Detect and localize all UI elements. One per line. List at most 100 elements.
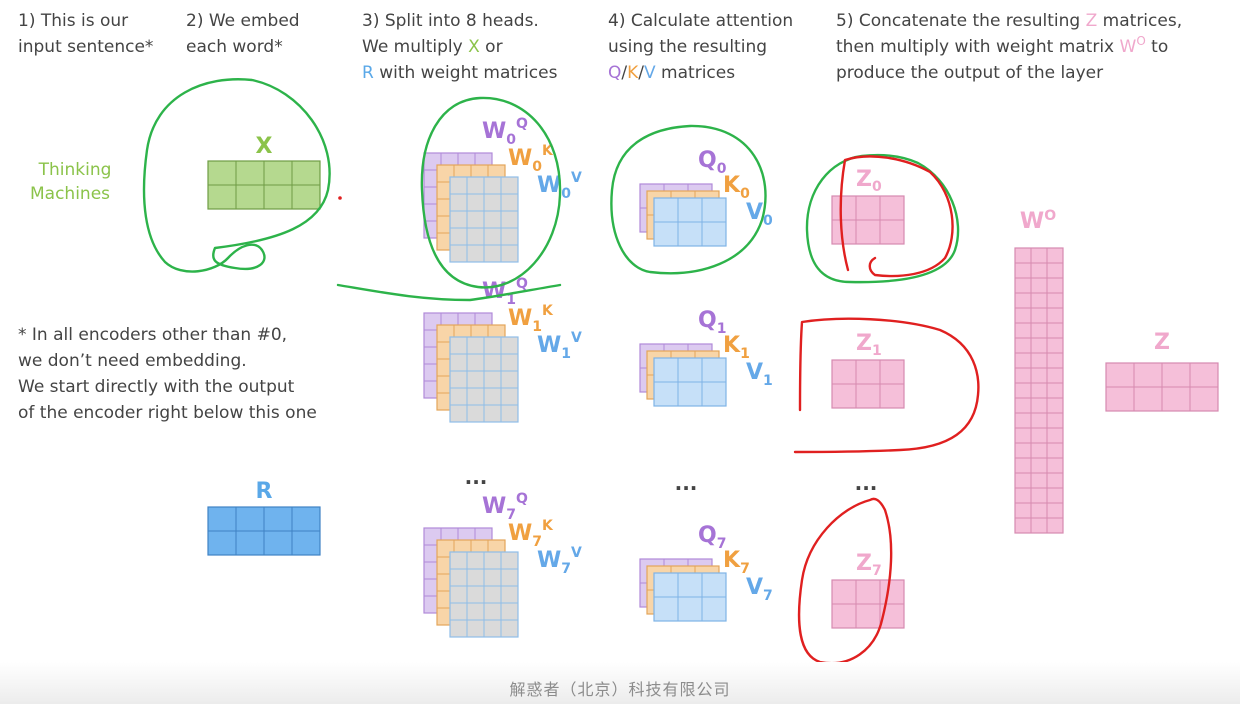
ellipsis-z: ... — [855, 471, 878, 495]
footnote-line1: * In all encoders other than #0, — [18, 325, 287, 345]
head-0-wv-label-superscript: V — [571, 170, 582, 186]
head-1-k-label-subscript: 1 — [740, 346, 750, 362]
header-step5-z: Z — [1086, 11, 1098, 31]
embedding-x-grid — [207, 160, 321, 210]
head-7-wq-label-subscript: 7 — [506, 507, 516, 523]
ink-loop-z0-red — [839, 155, 954, 278]
output-z-label: Z — [1154, 330, 1170, 355]
header-step5-text-a: 5) Concatenate the resulting — [836, 11, 1086, 31]
r-matrix-label: R — [256, 479, 273, 504]
head-0-wv-label-subscript: 0 — [561, 186, 571, 202]
header-step4-k: K — [627, 63, 639, 83]
header-step1: 1) This is our input sentence* — [18, 11, 153, 57]
head-0-v-label-base: V — [746, 200, 763, 225]
input-sentence: Thinking Machines — [30, 160, 111, 204]
header-step1-line2: input sentence* — [18, 37, 153, 57]
head-7-wv-label-superscript: V — [571, 545, 582, 561]
head-1-z-label-subscript: 1 — [872, 343, 882, 359]
head-7-q-label-subscript: 7 — [717, 536, 727, 552]
head-0-wq-label-subscript: 0 — [506, 132, 516, 148]
header-step3-line3: R with weight matrices — [362, 63, 558, 83]
head-1-z-matrix — [831, 359, 905, 409]
head-0-z-matrix — [831, 195, 905, 245]
head-1-q-label-base: Q — [698, 308, 717, 333]
header-step5-w: W — [1120, 37, 1137, 57]
header-step5-o-superscript: O — [1136, 34, 1145, 48]
head-0-wq-label-base: W — [482, 119, 506, 144]
head-7-wq-label-base: W — [482, 494, 506, 519]
wo-label-superscript: O — [1044, 208, 1056, 224]
head-7-z-matrix — [831, 579, 905, 629]
head-1-wk-label-subscript: 1 — [532, 319, 542, 335]
header-step2: 2) We embed each word* — [186, 11, 300, 57]
head-1-k-label-base: K — [723, 333, 741, 358]
head-7-wk-label-superscript: K — [542, 518, 554, 534]
head-1-q-label-subscript: 1 — [717, 321, 727, 337]
head-0-k-label-subscript: 0 — [740, 186, 750, 202]
head-7-k-label-subscript: 7 — [740, 561, 750, 577]
head-1-z-label: Z1 — [856, 331, 882, 359]
header-step5-text-d: to — [1146, 37, 1168, 57]
head-1-wq-label-superscript: Q — [516, 276, 528, 292]
head-7-z-label: Z7 — [856, 551, 882, 579]
footnote-line4: of the encoder right below this one — [18, 403, 317, 423]
header-step5-text-c: then multiply with weight matrix — [836, 37, 1120, 57]
wo-label-base: W — [1020, 209, 1044, 234]
head-7-wq-label: W7Q — [482, 491, 528, 523]
head-1-wq-label-subscript: 1 — [506, 292, 516, 308]
head-7-wv-label-subscript: 7 — [561, 561, 571, 577]
head-1-wk-label-superscript: K — [542, 303, 554, 319]
header-step4-slash1: / — [621, 63, 627, 83]
embedding-x-label: X — [256, 134, 273, 159]
ellipsis-qkv: ... — [675, 471, 698, 495]
header-step4-line2: using the resulting — [608, 37, 767, 57]
header-step3-text-b: or — [480, 37, 503, 57]
head-0-wv-matrix — [449, 176, 519, 263]
head-1-wk-label-base: W — [508, 306, 532, 331]
header-step4-line1: 4) Calculate attention — [608, 11, 793, 31]
r-matrix-grid — [207, 506, 321, 556]
head-7-v-label-base: V — [746, 575, 763, 600]
footnote-line3: We start directly with the output — [18, 377, 295, 397]
head-7-v-label-subscript: 7 — [763, 588, 773, 604]
output-z-matrix — [1105, 362, 1219, 412]
embedding-x-matrix — [207, 160, 321, 210]
input-word-machines: Machines — [30, 184, 110, 204]
head-0-v-matrix — [653, 197, 727, 247]
head-1-wq-label: W1Q — [482, 276, 528, 308]
ink-bracket-z1-red — [793, 317, 980, 454]
header-step1-line1: 1) This is our — [18, 11, 128, 31]
head-0-z-label-base: Z — [856, 167, 872, 192]
header-step3-line2: We multiply X or — [362, 37, 503, 57]
footnote: * In all encoders other than #0, we don’… — [18, 325, 317, 423]
head-1-v-label-base: V — [746, 360, 763, 385]
header-step4-slash2: / — [638, 63, 644, 83]
head-0-wq-label-superscript: Q — [516, 116, 528, 132]
ink-circle-qkv — [610, 124, 767, 275]
head-1-wv-label-subscript: 1 — [561, 346, 571, 362]
header-step2-line1: 2) We embed — [186, 11, 300, 31]
head-7-v-matrix — [653, 572, 727, 622]
head-1-wv-label-superscript: V — [571, 330, 582, 346]
head-1-wv-matrix — [449, 336, 519, 423]
head-7-wv-label: W7V — [537, 545, 582, 577]
head-0-wv-label-base: W — [537, 173, 561, 198]
header-step2-line2: each word* — [186, 37, 283, 57]
header-step3-r: R — [362, 63, 374, 83]
head-0-wk-label: W0K — [508, 143, 554, 175]
head-1-wv-label: W1V — [537, 330, 582, 362]
head-1-z-label-base: Z — [856, 331, 872, 356]
ink-circle-weights — [420, 96, 562, 289]
output-z-grid — [1105, 362, 1219, 412]
head-7-q-label-base: Q — [698, 523, 717, 548]
head-0-v-label: V0 — [746, 200, 773, 229]
head-0-z-label-subscript: 0 — [872, 179, 882, 195]
head-7-wv-label-base: W — [537, 548, 561, 573]
head-7-k-label-base: K — [723, 548, 741, 573]
wo-weight-matrix — [1014, 247, 1064, 534]
header-step5-line1: 5) Concatenate the resulting Z matrices, — [836, 11, 1182, 31]
wo-label: WO — [1020, 208, 1056, 234]
head-1-wk-label: W1K — [508, 303, 554, 335]
